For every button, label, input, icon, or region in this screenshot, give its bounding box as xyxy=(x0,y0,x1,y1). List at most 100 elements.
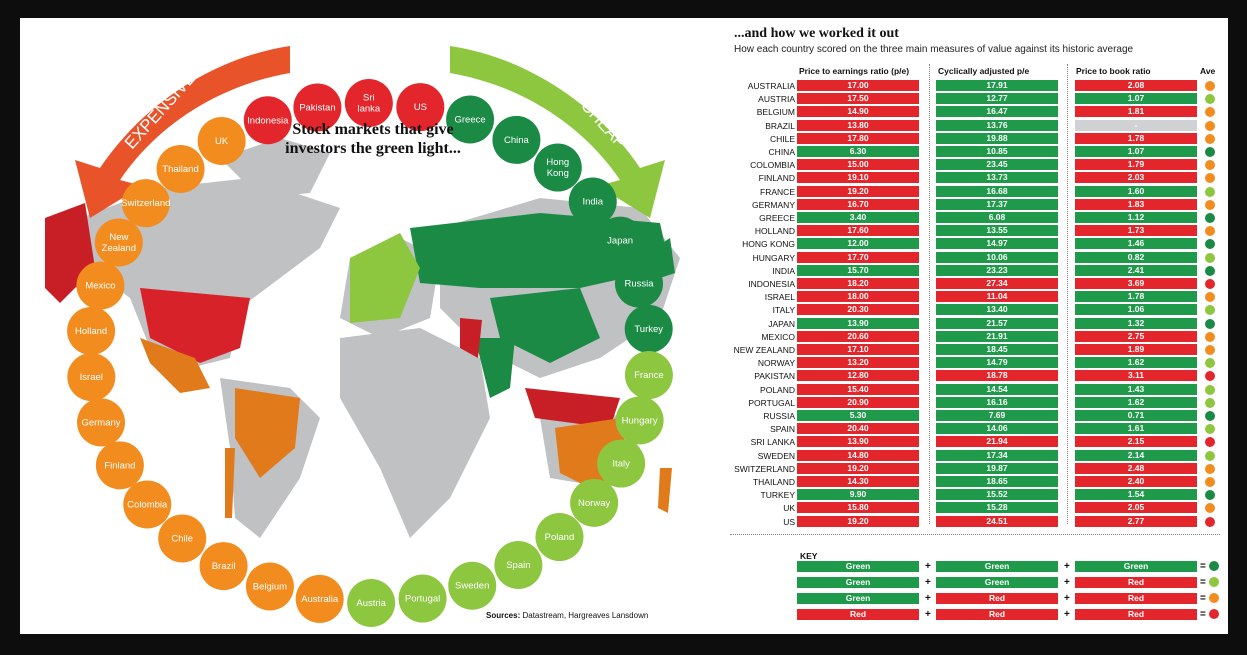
map-china xyxy=(490,288,600,363)
country-circle-label: Chile xyxy=(171,533,193,544)
row-country: PORTUGAL xyxy=(748,397,795,408)
pe-cell: 17.10 xyxy=(797,344,919,355)
country-circle xyxy=(596,216,645,265)
cape-cell: 17.91 xyxy=(936,80,1058,91)
pb-cell: 3.11 xyxy=(1075,370,1197,382)
table-row: NEW ZEALAND 17.10 18.45 1.89 xyxy=(720,344,1220,356)
country-circle-label: US xyxy=(414,102,427,113)
row-country: ISRAEL xyxy=(764,292,795,303)
country-circle-label: Australia xyxy=(301,594,339,605)
map-pakistan xyxy=(460,318,482,358)
country-circle xyxy=(158,514,207,563)
average-dot xyxy=(1205,503,1215,514)
country-circle-label: lanka xyxy=(357,104,380,115)
row-country: FRANCE xyxy=(760,186,795,197)
pb-cell: 2.75 xyxy=(1075,330,1197,342)
table-title: ...and how we worked it out xyxy=(734,26,899,41)
country-circle xyxy=(533,143,582,192)
row-country: NEW ZEALAND xyxy=(733,345,795,355)
row-country: JAPAN xyxy=(768,318,795,329)
country-circle-label: Brazil xyxy=(212,561,236,572)
average-dot xyxy=(1205,384,1215,395)
pe-cell: 9.90 xyxy=(797,489,919,501)
average-dot xyxy=(1205,199,1215,210)
map-mexico xyxy=(140,338,210,393)
map-usa xyxy=(140,288,250,363)
country-circle xyxy=(398,574,447,623)
pe-cell: 20.90 xyxy=(797,396,919,408)
row-country: INDIA xyxy=(772,265,795,276)
country-circle-label: Poland xyxy=(545,532,575,543)
table-row: THAILAND 14.30 18.65 2.40 xyxy=(720,476,1220,488)
cape-cell: 21.91 xyxy=(936,330,1058,342)
pe-cell: 3.40 xyxy=(797,212,919,223)
pb-cell: 0.82 xyxy=(1075,251,1197,263)
key-cell: Red xyxy=(797,609,919,620)
country-circle-label: Holland xyxy=(75,326,107,337)
cape-cell: 10.06 xyxy=(936,251,1058,263)
map-europe-green xyxy=(350,233,420,323)
country-circle xyxy=(446,95,495,144)
average-dot xyxy=(1205,147,1215,157)
country-circle xyxy=(67,353,116,402)
average-dot xyxy=(1205,239,1215,250)
row-country: PAKISTAN xyxy=(754,371,795,382)
map-chile xyxy=(225,448,235,518)
pb-cell: 1.07 xyxy=(1075,146,1197,157)
row-country: BRAZIL xyxy=(765,120,795,131)
sources-note: Sources: Datastream, Hargreaves Lansdown xyxy=(486,611,648,620)
pb-cell: 1.46 xyxy=(1075,238,1197,250)
map-africa xyxy=(340,328,490,538)
pb-cell: 2.05 xyxy=(1075,502,1197,514)
map-indonesia xyxy=(525,388,620,428)
average-dot xyxy=(1205,516,1215,527)
cape-cell: 10.85 xyxy=(936,146,1058,157)
average-dot xyxy=(1205,463,1215,474)
pe-cell: 17.60 xyxy=(797,225,919,237)
cape-cell: 13.76 xyxy=(936,119,1058,131)
cape-cell: 17.37 xyxy=(936,198,1058,210)
country-circle xyxy=(344,79,393,128)
table-row: GERMANY 16.70 17.37 1.83 xyxy=(720,198,1220,211)
table-row: UK 15.80 15.28 2.05 xyxy=(720,502,1220,514)
country-circle-label: Portugal xyxy=(405,594,440,605)
sources-text: Datastream, Hargreaves Lansdown xyxy=(522,611,649,620)
key-result-dot xyxy=(1209,609,1219,619)
pb-cell: - xyxy=(1075,119,1197,131)
table-row: HONG KONG 12.00 14.97 1.46 xyxy=(720,238,1220,250)
cape-cell: 17.34 xyxy=(936,449,1058,461)
key-plus: + xyxy=(1064,609,1070,620)
key-result-dot xyxy=(1209,593,1219,603)
cape-cell: 18.78 xyxy=(936,370,1058,382)
average-dot xyxy=(1205,358,1215,369)
country-circle xyxy=(614,259,663,308)
average-dot xyxy=(1205,94,1215,105)
expensive-arrow xyxy=(75,46,290,218)
cape-cell: 14.97 xyxy=(936,238,1058,250)
table-row: POLAND 15.40 14.54 1.43 xyxy=(720,383,1220,396)
country-circle-label: Kong xyxy=(547,168,569,179)
cape-cell: 14.06 xyxy=(936,423,1058,435)
country-circle-label: Russia xyxy=(624,279,654,290)
country-circle xyxy=(494,541,543,590)
row-country: CHILE xyxy=(769,133,795,144)
pb-cell: 1.12 xyxy=(1075,212,1197,223)
table-row: RUSSIA 5.30 7.69 0.71 xyxy=(720,410,1220,422)
pe-cell: 16.70 xyxy=(797,198,919,210)
pb-cell: 1.73 xyxy=(1075,225,1197,237)
pb-cell: 1.54 xyxy=(1075,489,1197,501)
average-dot xyxy=(1205,81,1215,91)
country-circle-label: Pakistan xyxy=(299,102,335,113)
cape-cell: 14.79 xyxy=(936,357,1058,369)
key-cell: Green xyxy=(936,577,1058,588)
country-circle xyxy=(570,478,619,527)
cape-cell: 15.28 xyxy=(936,502,1058,514)
cheap-arrow xyxy=(450,46,665,218)
average-dot xyxy=(1205,318,1215,329)
average-dot xyxy=(1205,411,1215,421)
pe-cell: 13.20 xyxy=(797,357,919,369)
key-cell: Green xyxy=(936,561,1058,572)
table-row: COLOMBIA 15.00 23.45 1.79 xyxy=(720,159,1220,171)
row-country: MEXICO xyxy=(761,331,795,342)
country-circle-label: Germany xyxy=(81,417,120,428)
